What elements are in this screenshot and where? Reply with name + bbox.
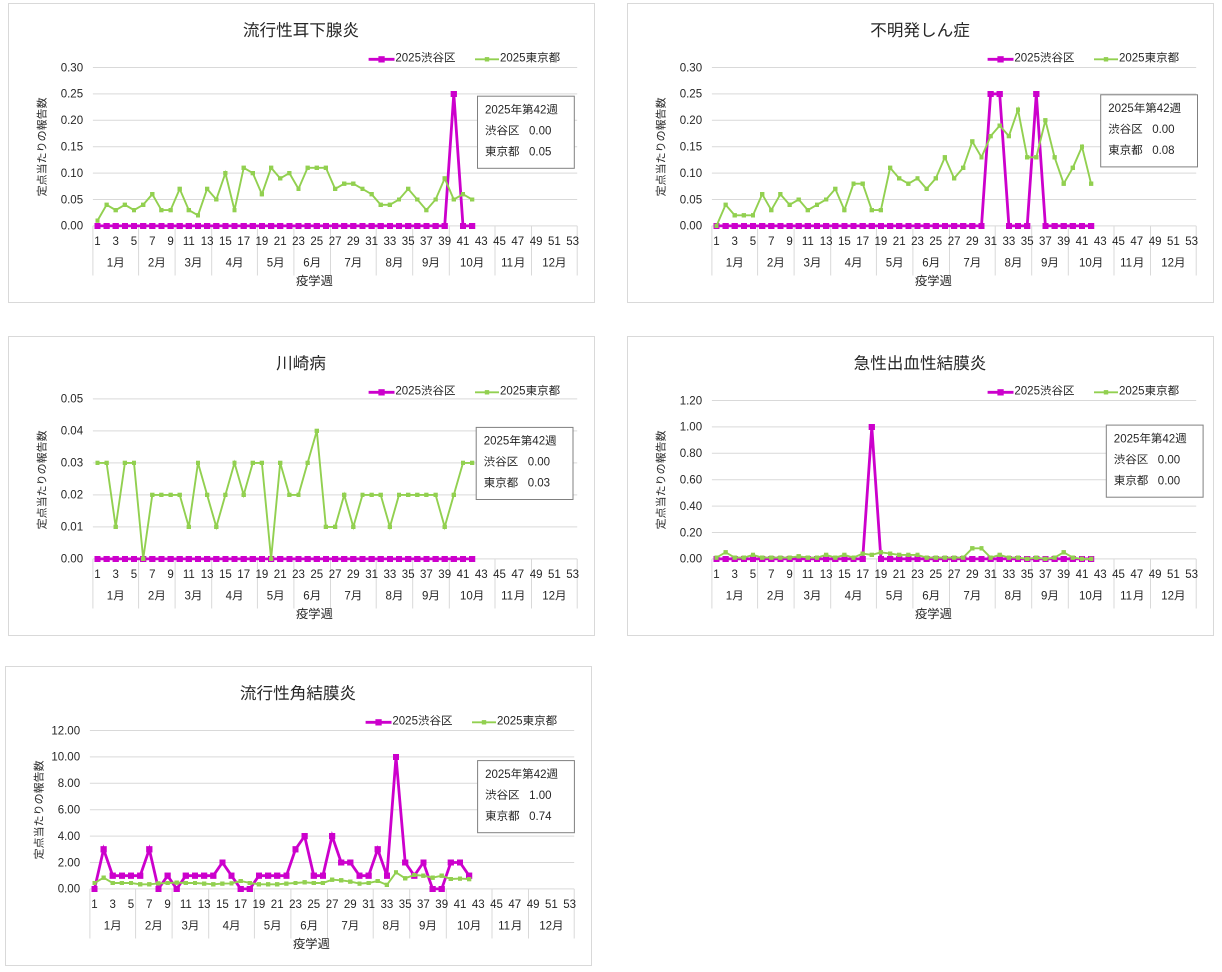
svg-text:0.74: 0.74 <box>529 811 552 823</box>
svg-text:0.00: 0.00 <box>680 221 702 233</box>
svg-text:0.20: 0.20 <box>680 527 702 539</box>
svg-text:0.00: 0.00 <box>58 884 80 896</box>
svg-text:0.60: 0.60 <box>680 475 702 487</box>
svg-text:0.25: 0.25 <box>680 89 702 101</box>
svg-text:0.05: 0.05 <box>61 394 83 406</box>
svg-text:0.40: 0.40 <box>680 501 702 513</box>
svg-text:1.20: 1.20 <box>680 395 702 407</box>
svg-text:0.03: 0.03 <box>528 478 550 490</box>
svg-text:0.08: 0.08 <box>1152 145 1174 157</box>
svg-text:0.00: 0.00 <box>1158 475 1180 487</box>
svg-text:0.00: 0.00 <box>61 221 83 233</box>
svg-text:0.05: 0.05 <box>680 194 702 206</box>
svg-text:10.00: 10.00 <box>51 752 80 764</box>
svg-text:12.00: 12.00 <box>51 725 80 737</box>
svg-text:0.10: 0.10 <box>61 168 83 180</box>
svg-text:0.30: 0.30 <box>61 62 83 74</box>
svg-text:0.25: 0.25 <box>61 89 83 101</box>
svg-text:1.00: 1.00 <box>680 422 702 434</box>
svg-text:1.00: 1.00 <box>529 790 551 802</box>
svg-text:0.20: 0.20 <box>680 115 702 127</box>
svg-text:0.00: 0.00 <box>1152 124 1174 136</box>
svg-text:0.30: 0.30 <box>680 62 702 74</box>
svg-text:0.02: 0.02 <box>61 490 83 502</box>
svg-text:0.00: 0.00 <box>528 457 550 469</box>
svg-text:4.00: 4.00 <box>58 831 80 843</box>
svg-text:0.00: 0.00 <box>529 126 551 138</box>
svg-text:0.05: 0.05 <box>529 147 551 159</box>
svg-text:0.00: 0.00 <box>1158 454 1180 466</box>
svg-text:6.00: 6.00 <box>58 805 80 817</box>
svg-text:0.80: 0.80 <box>680 448 702 460</box>
svg-text:0.10: 0.10 <box>680 168 702 180</box>
svg-text:0.15: 0.15 <box>680 142 702 154</box>
svg-text:2.00: 2.00 <box>58 857 80 869</box>
svg-text:0.00: 0.00 <box>61 554 83 566</box>
svg-text:0.20: 0.20 <box>61 115 83 127</box>
svg-text:0.00: 0.00 <box>680 554 702 566</box>
svg-text:0.15: 0.15 <box>61 142 83 154</box>
svg-text:0.05: 0.05 <box>61 194 83 206</box>
svg-text:0.03: 0.03 <box>61 458 83 470</box>
svg-text:0.04: 0.04 <box>61 426 84 438</box>
svg-text:8.00: 8.00 <box>58 778 80 790</box>
svg-text:0.01: 0.01 <box>61 522 83 534</box>
